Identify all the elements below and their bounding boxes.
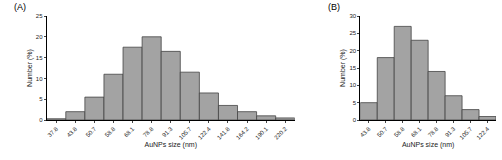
svg-text:50.7: 50.7 [85,125,98,138]
svg-text:43.8: 43.8 [66,125,79,138]
svg-text:AuNPs size (nm): AuNPs size (nm) [402,141,455,149]
svg-text:20: 20 [349,48,356,54]
svg-text:0: 0 [353,117,357,123]
svg-text:(B): (B) [328,2,340,12]
svg-text:58.8: 58.8 [393,125,406,138]
svg-text:25: 25 [349,30,356,36]
svg-text:68.1: 68.1 [410,125,423,138]
svg-text:10: 10 [349,82,356,88]
svg-text:105.7: 105.7 [459,125,474,140]
svg-text:Number (%): Number (%) [26,49,34,87]
svg-text:91.3: 91.3 [161,125,174,138]
svg-text:50.7: 50.7 [376,125,389,138]
svg-text:(A): (A) [14,2,26,12]
svg-text:15: 15 [349,65,356,71]
svg-text:190.1: 190.1 [254,125,269,140]
svg-text:5: 5 [39,96,43,102]
svg-text:122.4: 122.4 [475,125,490,140]
svg-text:0: 0 [39,117,43,123]
svg-text:141.8: 141.8 [216,125,231,140]
svg-text:78.8: 78.8 [427,125,440,138]
svg-text:30: 30 [349,13,356,19]
svg-text:220.2: 220.2 [273,125,288,140]
svg-text:15: 15 [36,55,43,61]
svg-text:AuNPs size (nm): AuNPs size (nm) [144,141,197,149]
svg-text:25: 25 [36,13,43,19]
svg-text:91.3: 91.3 [444,125,457,138]
svg-text:105.7: 105.7 [178,125,193,140]
svg-text:10: 10 [36,76,43,82]
svg-text:122.4: 122.4 [197,125,212,140]
svg-text:68.1: 68.1 [123,125,136,138]
svg-text:37.8: 37.8 [47,125,60,138]
svg-text:58.8: 58.8 [104,125,117,138]
svg-text:164.2: 164.2 [235,125,250,140]
svg-text:78.8: 78.8 [142,125,155,138]
svg-text:Number (%): Number (%) [339,49,347,87]
svg-text:20: 20 [36,34,43,40]
svg-text:43.8: 43.8 [359,125,372,138]
svg-text:5: 5 [353,100,357,106]
